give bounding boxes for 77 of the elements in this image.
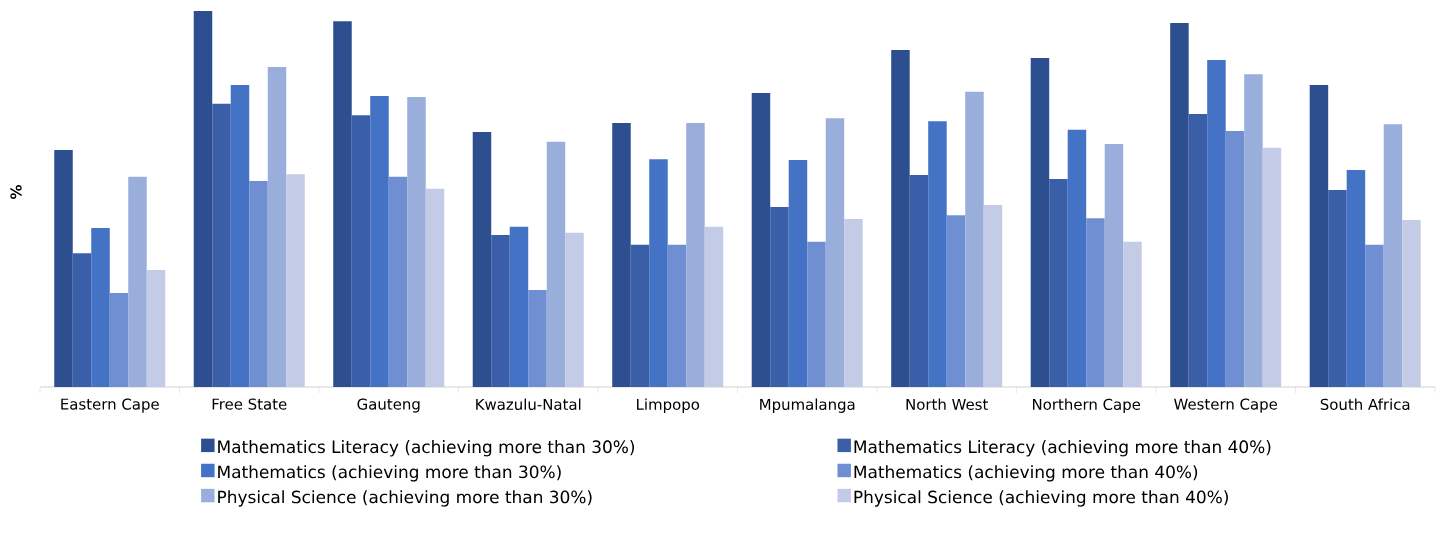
bar <box>109 293 129 387</box>
bar <box>249 180 268 387</box>
bar <box>1049 179 1068 387</box>
legend-label: Physical Science (achieving more than 40%) <box>854 490 1228 507</box>
bar <box>546 141 566 387</box>
legend-label: Mathematics Literacy (achieving more than 40%) <box>854 440 1271 457</box>
bar <box>1104 144 1124 387</box>
legend-label: Mathematics (achieving more than 30%) <box>218 465 561 482</box>
legend-label: Mathematics (achieving more than 40%) <box>854 465 1198 482</box>
bar <box>649 159 668 387</box>
x-tick-label: Mpumalanga <box>760 398 855 413</box>
bar <box>54 150 73 387</box>
bar <box>1365 244 1384 387</box>
bar <box>965 91 984 387</box>
bar <box>1170 23 1189 387</box>
bar <box>212 103 231 387</box>
x-tick-label: North West <box>906 398 988 410</box>
x-tick-label: Eastern Cape <box>61 398 159 413</box>
bar <box>630 244 650 387</box>
bar <box>407 97 426 387</box>
bar <box>909 174 929 387</box>
bar <box>491 235 510 387</box>
bar <box>1309 85 1329 387</box>
bar <box>1328 189 1347 387</box>
bar <box>770 206 789 387</box>
bar <box>565 232 584 387</box>
bar <box>333 21 352 387</box>
bar <box>509 226 529 387</box>
x-tick-label: Northern Cape <box>1032 398 1141 413</box>
bar <box>844 218 863 387</box>
bar <box>946 215 966 387</box>
x-tick-label: South Africa <box>1320 398 1410 410</box>
bar <box>1086 218 1105 387</box>
x-tick-label: Free State <box>212 398 287 410</box>
legend-label: Mathematics Literacy (achieving more than 30%) <box>218 440 635 457</box>
bar <box>286 174 305 387</box>
bar <box>351 115 371 387</box>
bar <box>193 11 213 387</box>
bar <box>1402 220 1421 387</box>
bar <box>370 95 389 387</box>
bar <box>807 241 826 387</box>
bar <box>230 85 250 387</box>
bar <box>267 67 287 387</box>
bar <box>528 289 547 387</box>
bar <box>388 176 408 387</box>
bar <box>1225 130 1245 387</box>
x-tick-label: Western Cape <box>1174 398 1278 413</box>
x-tick-label: Gauteng <box>357 398 420 413</box>
bar <box>1207 59 1226 387</box>
bar <box>146 270 166 387</box>
bar <box>128 176 147 387</box>
bar <box>751 92 771 387</box>
bar <box>425 188 445 387</box>
y-axis-title: % <box>10 184 22 199</box>
bar <box>1030 58 1050 387</box>
bar <box>612 123 631 387</box>
bar <box>891 50 910 387</box>
bar <box>928 121 947 387</box>
x-tick-label: Kwazulu-Natal <box>476 398 581 410</box>
bar <box>704 226 724 387</box>
bar <box>1067 129 1087 387</box>
legend-label: Physical Science (achieving more than 30%) <box>218 490 592 507</box>
bar <box>686 123 705 387</box>
bar <box>983 205 1003 387</box>
bar <box>788 159 808 387</box>
bar <box>1383 124 1403 387</box>
bar <box>1346 170 1366 387</box>
bar <box>1123 241 1142 387</box>
bar <box>1188 114 1208 387</box>
bar <box>472 132 492 387</box>
bar <box>91 227 110 387</box>
bar <box>1262 147 1282 387</box>
bar <box>667 244 687 387</box>
bar <box>72 253 92 387</box>
bar <box>1244 74 1263 387</box>
x-tick-label: Limpopo <box>637 398 700 413</box>
bar <box>825 118 845 387</box>
